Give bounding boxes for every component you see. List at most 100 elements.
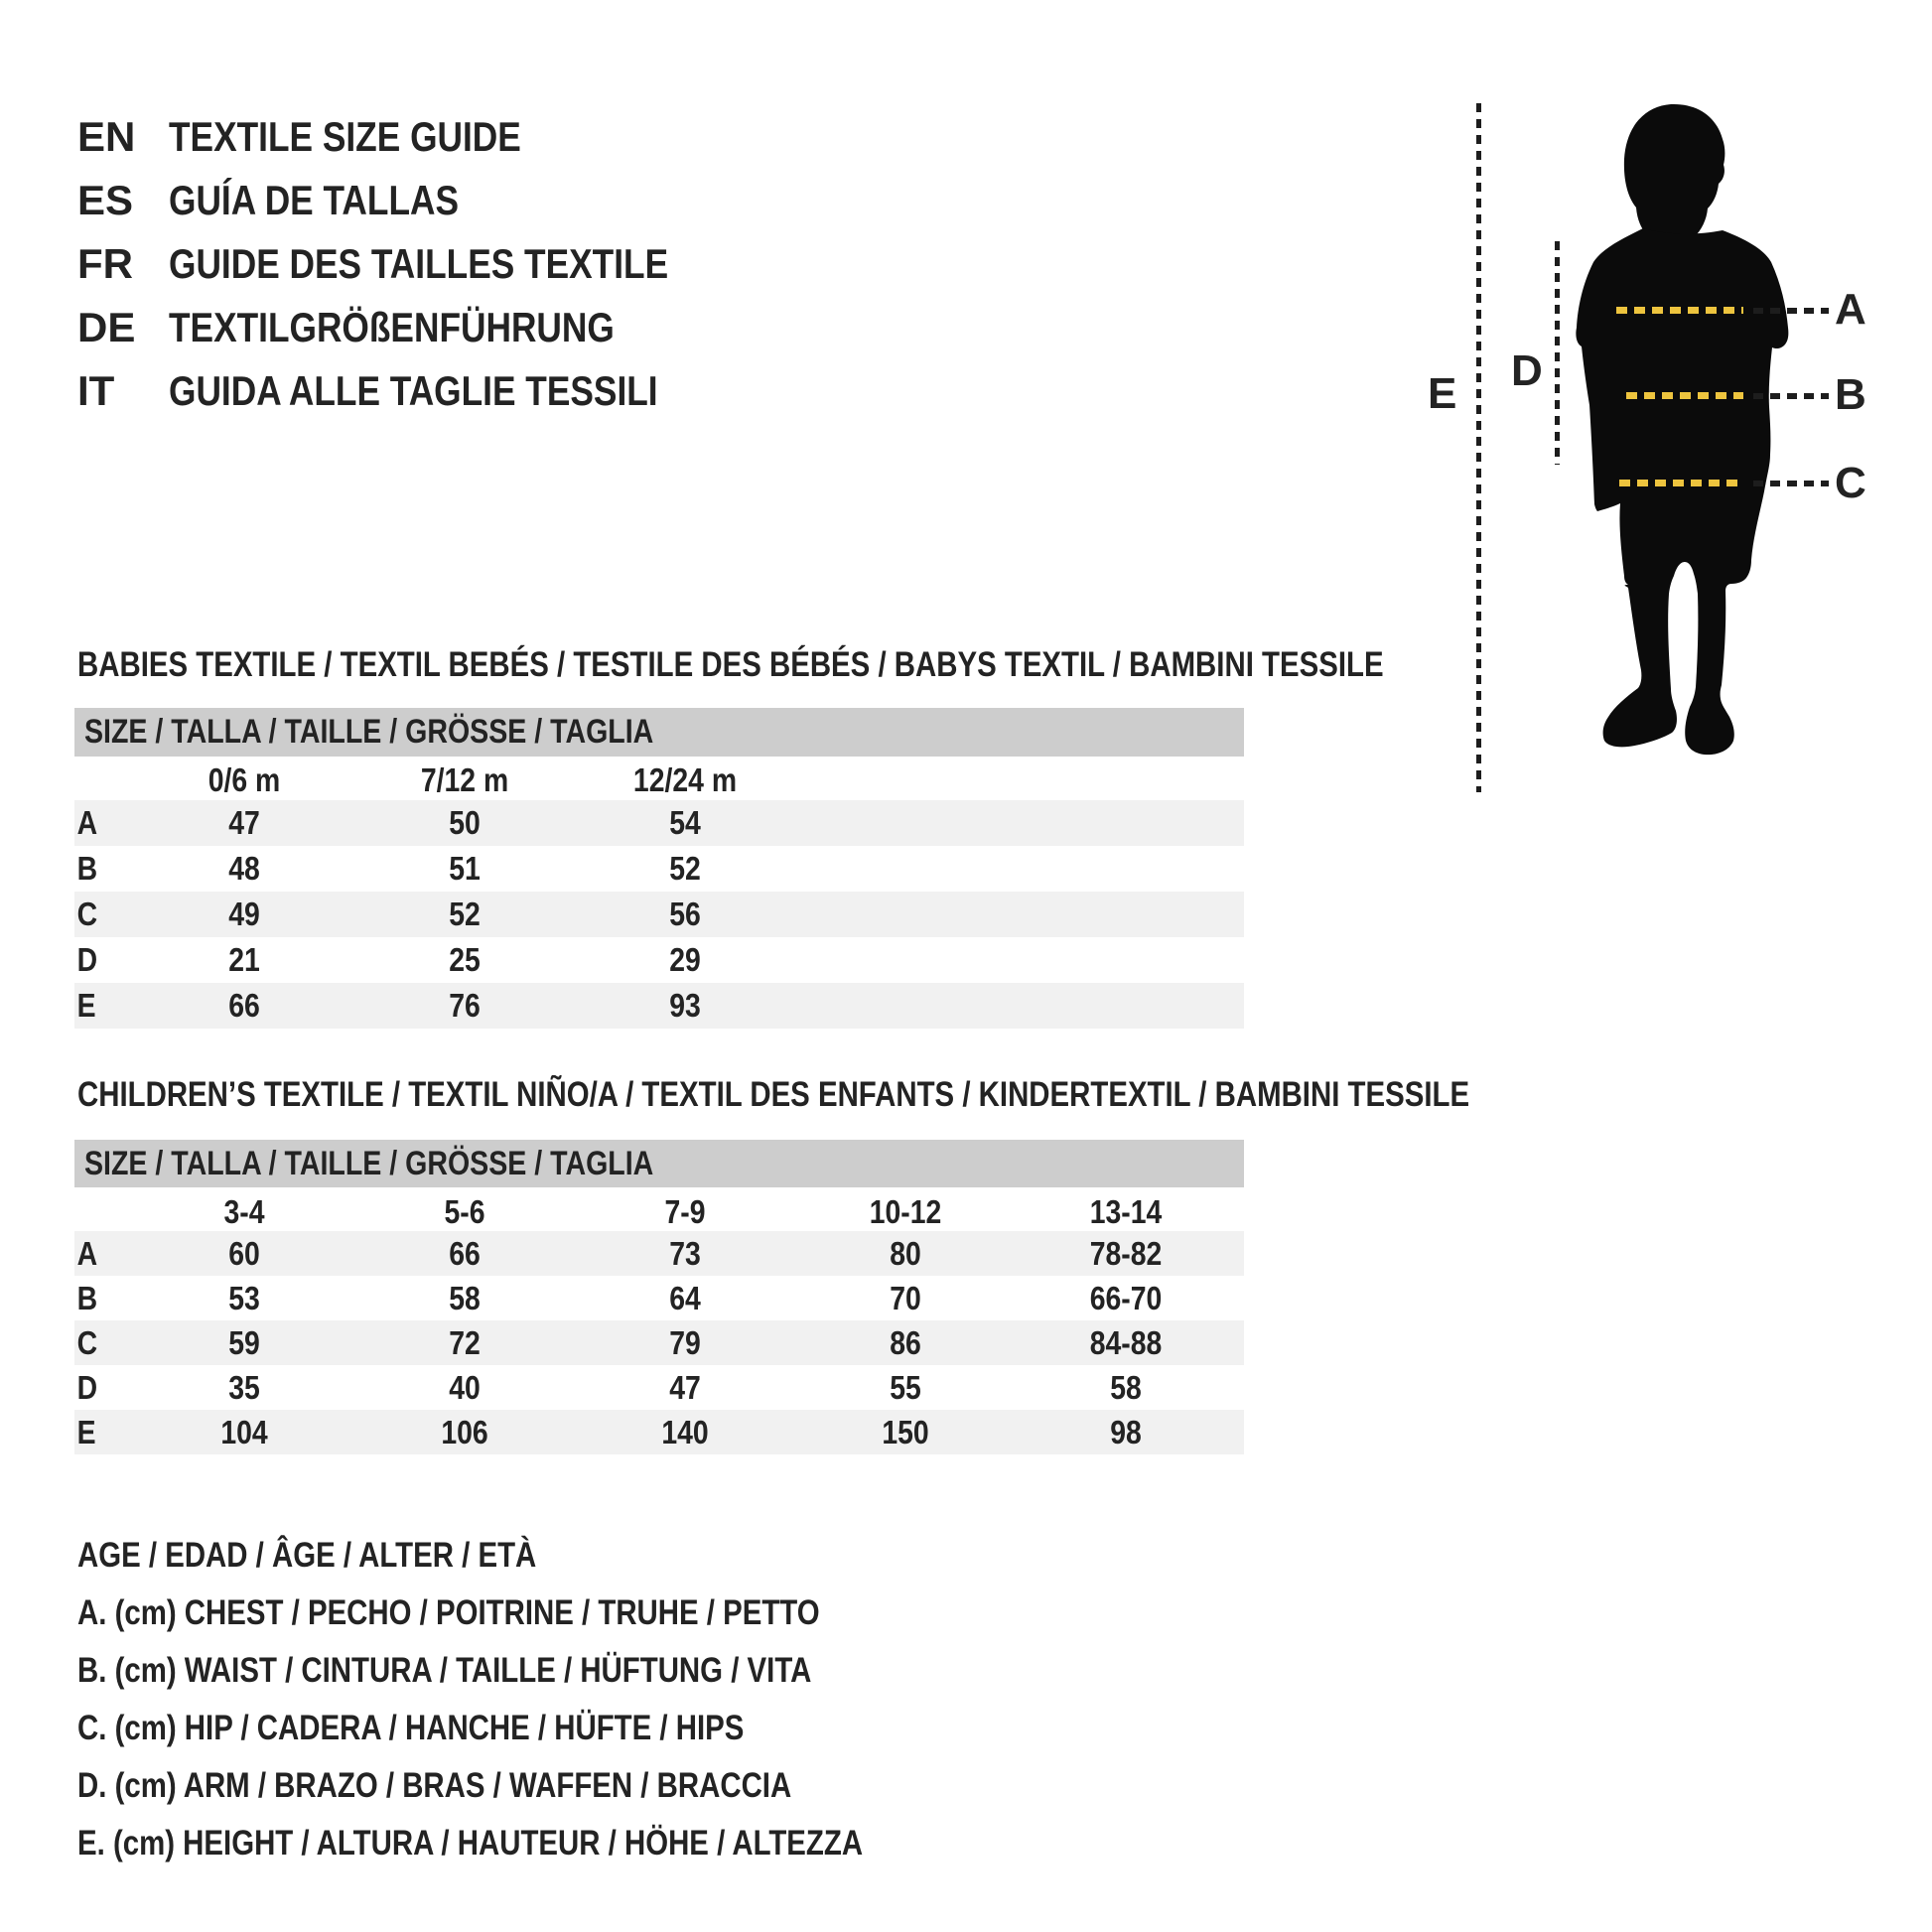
- language-title: TEXTILGRÖßENFÜHRUNG: [169, 304, 615, 350]
- table-cell: 93: [669, 987, 701, 1024]
- language-title: TEXTILE SIZE GUIDE: [169, 113, 521, 160]
- table-cell: 54: [669, 804, 701, 841]
- table-cell: 58: [449, 1279, 481, 1316]
- table-row: C 49 52 56: [74, 892, 1244, 937]
- babies-column-headers: 0/6 m 7/12 m 12/24 m: [74, 760, 1244, 800]
- babies-section-title: BABIES TEXTILE / TEXTIL BEBÉS / TESTILE …: [74, 645, 1384, 685]
- language-code: DE: [77, 304, 136, 350]
- table-cell: 25: [449, 941, 481, 978]
- silhouette-body: [1576, 228, 1789, 756]
- language-title: GUIDA ALLE TAGLIE TESSILI: [169, 367, 658, 414]
- chest-measure-leader-a: [1753, 308, 1829, 314]
- table-row: D 35 40 47 55 58: [74, 1365, 1244, 1410]
- legend-line-text: D. (cm) ARM / BRAZO / BRAS / WAFFEN / BR…: [77, 1766, 792, 1805]
- hip-measure-leader-c: [1753, 481, 1829, 486]
- language-code: EN: [77, 113, 136, 160]
- table-cell: 55: [890, 1368, 921, 1406]
- children-table-body: A 60 66 73 80 78-82 B 53 58 64 70 66-70 C 59 72 79 86 84-…: [74, 1231, 1244, 1454]
- table-cell: 60: [228, 1234, 260, 1272]
- table-cell: 70: [890, 1279, 921, 1316]
- table-cell: 52: [449, 896, 481, 932]
- language-code: IT: [77, 367, 115, 414]
- table-cell: 150: [882, 1413, 929, 1450]
- row-label: C: [76, 1323, 98, 1361]
- measurement-legend: AGE / EDAD / ÂGE / ALTER / ETÀ A. (cm) CH…: [77, 1527, 1013, 1872]
- table-row: C 59 72 79 86 84-88: [74, 1320, 1244, 1365]
- row-label: D: [76, 941, 98, 978]
- table-row: E 104 106 140 150 98: [74, 1410, 1244, 1454]
- table-cell: 80: [890, 1234, 921, 1272]
- legend-line: E. (cm) HEIGHT / ALTURA / HAUTEUR / HÖHE…: [77, 1815, 1013, 1872]
- table-cell: 49: [228, 896, 260, 932]
- legend-line: AGE / EDAD / ÂGE / ALTER / ETÀ: [77, 1527, 1013, 1585]
- table-cell: 21: [228, 941, 260, 978]
- babies-section-title-text: BABIES TEXTILE / TEXTIL BEBÉS / TESTILE …: [77, 645, 1384, 684]
- table-cell: 59: [228, 1323, 260, 1361]
- height-measure-line-e: [1476, 103, 1481, 792]
- children-section-title: CHILDREN’S TEXTILE / TEXTIL NIÑO/A / TEX…: [74, 1075, 1469, 1115]
- legend-line: C. (cm) HIP / CADERA / HANCHE / HÜFTE / …: [77, 1700, 1013, 1757]
- table-row: A 60 66 73 80 78-82: [74, 1231, 1244, 1276]
- legend-line-text: B. (cm) WAIST / CINTURA / TAILLE / HÜFTU…: [77, 1651, 812, 1690]
- babies-size-header-bar: SIZE / TALLA / TAILLE / GRÖSSE / TAGLIA: [74, 708, 1244, 757]
- table-cell: 98: [1110, 1413, 1142, 1450]
- language-row: DE TEXTILGRÖßENFÜHRUNG: [77, 296, 763, 359]
- table-cell: 86: [890, 1323, 921, 1361]
- row-label: C: [76, 896, 98, 932]
- row-label: B: [76, 850, 98, 887]
- hip-measure-line-c: [1619, 480, 1744, 486]
- language-row: IT GUIDA ALLE TAGLIE TESSILI: [77, 359, 763, 423]
- language-row: ES GUÍA DE TALLAS: [77, 169, 763, 232]
- column-header: 0/6 m: [207, 761, 281, 798]
- marker-label-d: D: [1511, 346, 1543, 395]
- children-section-title-text: CHILDREN’S TEXTILE / TEXTIL NIÑO/A / TEX…: [77, 1075, 1470, 1114]
- babies-size-header-text: SIZE / TALLA / TAILLE / GRÖSSE / TAGLIA: [84, 713, 654, 751]
- table-row: D 21 25 29: [74, 937, 1244, 983]
- legend-line: B. (cm) WAIST / CINTURA / TAILLE / HÜFTU…: [77, 1642, 1013, 1700]
- children-size-header-text: SIZE / TALLA / TAILLE / GRÖSSE / TAGLIA: [84, 1144, 654, 1182]
- language-title: GUIDE DES TAILLES TEXTILE: [169, 240, 669, 287]
- silhouette-head: [1623, 103, 1725, 242]
- row-label: A: [76, 804, 98, 841]
- row-label: E: [76, 987, 96, 1024]
- column-header: 10-12: [869, 1193, 942, 1230]
- column-header: 3-4: [223, 1193, 265, 1230]
- table-cell: 140: [661, 1413, 709, 1450]
- waist-measure-leader-b: [1753, 393, 1829, 399]
- language-title: GUÍA DE TALLAS: [169, 177, 460, 223]
- table-cell: 50: [449, 804, 481, 841]
- legend-line: D. (cm) ARM / BRAZO / BRAS / WAFFEN / BR…: [77, 1757, 1013, 1815]
- babies-table-body: A 47 50 54 B 48 51 52 C 49 52 56 D 21 25 29 E 66 76 93: [74, 800, 1244, 1029]
- table-cell: 40: [449, 1368, 481, 1406]
- table-cell: 47: [228, 804, 260, 841]
- legend-line-text: E. (cm) HEIGHT / ALTURA / HAUTEUR / HÖHE…: [77, 1824, 864, 1863]
- table-cell: 79: [669, 1323, 701, 1361]
- table-cell: 51: [449, 850, 481, 887]
- legend-line-text: C. (cm) HIP / CADERA / HANCHE / HÜFTE / …: [77, 1709, 745, 1747]
- language-row: EN TEXTILE SIZE GUIDE: [77, 105, 763, 169]
- column-header: 12/24 m: [632, 761, 738, 798]
- language-code: ES: [77, 177, 134, 223]
- children-column-headers: 3-4 5-6 7-9 10-12 13-14: [74, 1193, 1244, 1231]
- table-cell: 52: [669, 850, 701, 887]
- row-label: A: [76, 1234, 98, 1272]
- babies-section: BABIES TEXTILE / TEXTIL BEBÉS / TESTILE …: [74, 645, 1384, 1029]
- marker-label-a: A: [1835, 285, 1866, 334]
- table-cell: 78-82: [1089, 1234, 1163, 1272]
- marker-label-e: E: [1428, 369, 1457, 418]
- table-cell: 72: [449, 1323, 481, 1361]
- table-row: B 48 51 52: [74, 846, 1244, 892]
- table-cell: 73: [669, 1234, 701, 1272]
- column-header: 7-9: [664, 1193, 706, 1230]
- table-cell: 58: [1110, 1368, 1142, 1406]
- table-cell: 35: [228, 1368, 260, 1406]
- row-label: D: [76, 1368, 98, 1406]
- column-header: 5-6: [444, 1193, 485, 1230]
- table-cell: 84-88: [1089, 1323, 1163, 1361]
- row-label: B: [76, 1279, 98, 1316]
- table-cell: 104: [220, 1413, 268, 1450]
- table-row: A 47 50 54: [74, 800, 1244, 846]
- language-code: FR: [77, 240, 133, 287]
- row-label: E: [76, 1413, 96, 1450]
